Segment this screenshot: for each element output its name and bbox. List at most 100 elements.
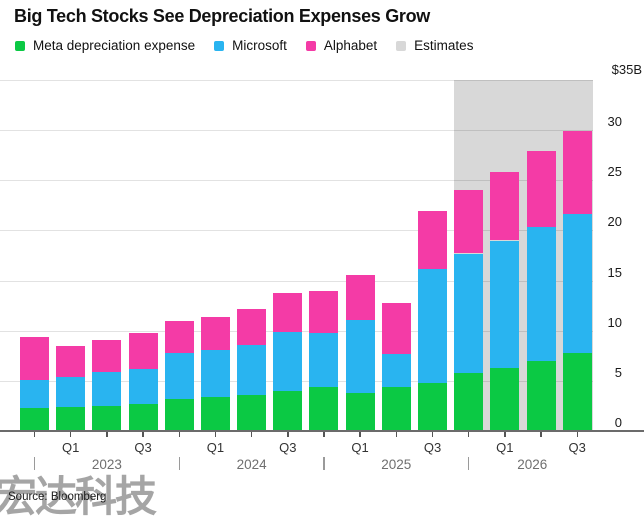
y-axis-tick-label: 20 (607, 214, 622, 230)
y-axis-top-label: $35B (611, 62, 642, 77)
gridline (0, 230, 593, 232)
y-axis-tick-label: 25 (607, 164, 622, 180)
legend: Meta depreciation expense Microsoft Alph… (15, 38, 473, 53)
bar-segment (200, 316, 230, 350)
x-axis-tick (106, 432, 108, 437)
bar-segment (273, 331, 303, 391)
x-axis-tick (142, 432, 144, 437)
x-axis-quarter-label: Q1 (496, 440, 514, 455)
bar-segment (200, 349, 230, 397)
x-axis-quarter-label: Q3 (568, 440, 586, 455)
bar-segment (20, 407, 49, 431)
y-axis-tick-label: 15 (607, 264, 622, 280)
x-axis-quarter-label: Q3 (134, 440, 152, 455)
bar-segment (345, 392, 375, 431)
bar-segment (454, 372, 484, 431)
x-axis-tick (395, 432, 398, 437)
x-axis-tick (540, 432, 542, 437)
bar-segment (454, 253, 484, 373)
y-axis-tick-label: 5 (614, 364, 622, 380)
legend-item-alphabet: Alphabet (305, 38, 378, 53)
bar-segment (20, 336, 49, 380)
watermark: 宏达科技 (0, 473, 157, 519)
legend-label-estimates: Estimates (414, 38, 474, 53)
bar-segment (164, 320, 194, 353)
year-separator (467, 457, 470, 470)
legend-swatch-alphabet-icon (305, 40, 316, 51)
bar-segment (237, 308, 267, 345)
bar-segment (237, 394, 267, 431)
year-separator (323, 457, 325, 470)
bar-segment (490, 172, 520, 241)
bar-segment (56, 406, 86, 431)
bar-segment (381, 353, 411, 387)
year-separator (178, 457, 180, 470)
y-axis-tick-label: 0 (614, 415, 622, 430)
legend-swatch-estimates-icon (396, 40, 407, 51)
bar-segment (237, 344, 267, 395)
bar-segment (128, 368, 158, 404)
x-axis-tick (323, 432, 325, 437)
bar-segment (381, 386, 411, 431)
x-axis-tick (33, 432, 36, 437)
x-axis-tick (250, 432, 253, 437)
x-axis-quarter-label: Q1 (206, 440, 225, 455)
legend-label-microsoft: Microsoft (232, 38, 287, 53)
bar-segment (92, 339, 122, 372)
bar-segment (418, 382, 447, 431)
bar-segment (309, 386, 339, 431)
x-axis-quarter-label: Q1 (62, 440, 80, 455)
bar-segment (309, 290, 339, 333)
bar-segment (92, 405, 122, 431)
bar-segment (562, 352, 592, 431)
bar-segment (526, 151, 556, 228)
x-axis-quarter-label: Q1 (351, 440, 369, 455)
x-axis-tick (576, 432, 578, 437)
bar-segment (490, 367, 520, 431)
bar-segment (562, 214, 592, 353)
bar-segment (526, 227, 556, 361)
x-axis-tick (467, 432, 470, 437)
bar-segment (200, 396, 230, 431)
bar-segment (164, 398, 194, 431)
bar-segment (526, 360, 556, 431)
x-axis-tick (178, 432, 180, 437)
legend-item-estimates: Estimates (396, 38, 473, 53)
x-axis-year-label: 2026 (517, 457, 548, 472)
x-axis-tick (214, 432, 217, 437)
x-axis-year-label: 2023 (91, 457, 122, 472)
x-axis-quarter-label: Q3 (423, 440, 442, 455)
x-axis-tick (287, 432, 289, 437)
legend-item-microsoft: Microsoft (214, 38, 287, 53)
legend-swatch-meta-icon (15, 40, 25, 51)
bar-segment (418, 268, 447, 383)
bar-segment (309, 332, 339, 387)
bar-segment (454, 190, 484, 254)
x-axis-tick (431, 432, 434, 437)
year-separator (33, 457, 36, 470)
x-axis-year-label: 2025 (381, 457, 412, 472)
bar-segment (164, 352, 194, 399)
gridline (0, 130, 593, 132)
bar-segment (381, 302, 411, 354)
x-axis-tick (504, 432, 506, 437)
x-axis-tick (69, 432, 72, 437)
bar-segment (128, 332, 158, 369)
bar-segment (92, 371, 122, 406)
bar-segment (56, 345, 86, 377)
x-axis-tick (359, 432, 361, 437)
legend-item-meta: Meta depreciation expense (15, 38, 195, 53)
chart-title: Big Tech Stocks See Depreciation Expense… (14, 6, 431, 26)
bar-segment (273, 292, 303, 332)
legend-label-meta: Meta depreciation expense (33, 38, 196, 53)
bar-segment (273, 390, 303, 431)
y-axis-tick-label: 30 (607, 114, 622, 130)
source-note: Source: Bloomberg (8, 491, 107, 503)
legend-label-alphabet: Alphabet (323, 38, 378, 53)
gridline (0, 180, 593, 182)
bar-segment (490, 240, 520, 368)
bar-segment (128, 403, 158, 431)
x-axis-quarter-label: Q3 (279, 440, 297, 455)
